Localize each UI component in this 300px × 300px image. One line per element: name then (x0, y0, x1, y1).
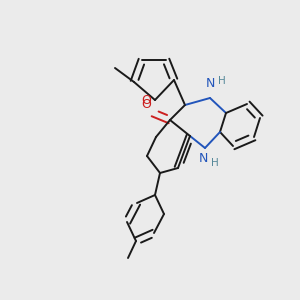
Text: O: O (141, 94, 151, 106)
Text: N: N (198, 152, 208, 165)
Text: O: O (141, 98, 151, 111)
Text: N: N (205, 77, 215, 90)
Text: H: H (211, 158, 219, 168)
Text: H: H (218, 76, 226, 86)
